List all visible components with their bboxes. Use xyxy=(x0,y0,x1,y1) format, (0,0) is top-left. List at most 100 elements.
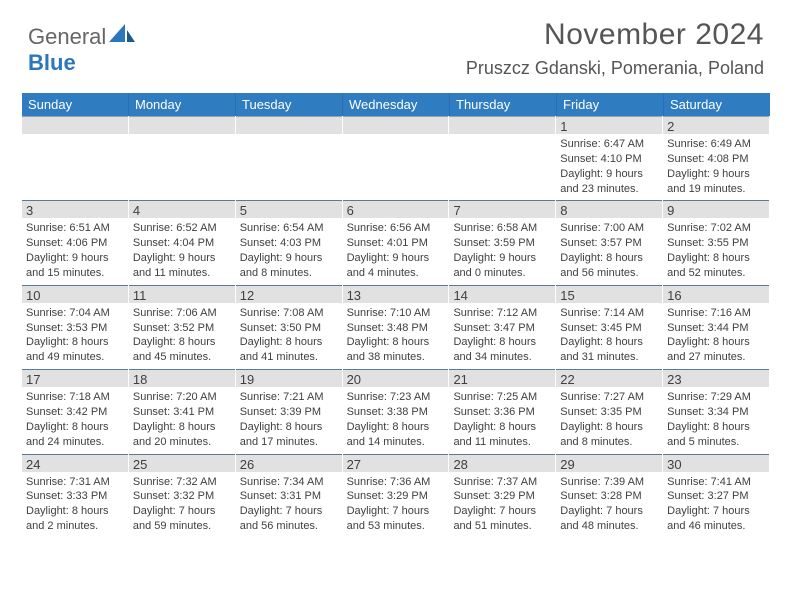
day-body: Sunrise: 7:37 AMSunset: 3:29 PMDaylight:… xyxy=(449,472,555,538)
day-cell: 27Sunrise: 7:36 AMSunset: 3:29 PMDayligh… xyxy=(343,454,450,538)
sunrise-text: Sunrise: 7:23 AM xyxy=(347,390,445,405)
daylight-line2: and 8 minutes. xyxy=(560,435,658,450)
sunset-text: Sunset: 4:06 PM xyxy=(26,236,124,251)
day-cell: 19Sunrise: 7:21 AMSunset: 3:39 PMDayligh… xyxy=(236,369,343,453)
day-number: 10 xyxy=(22,285,128,303)
daylight-line2: and 23 minutes. xyxy=(560,182,658,197)
week-row: 3Sunrise: 6:51 AMSunset: 4:06 PMDaylight… xyxy=(22,200,770,284)
sunrise-text: Sunrise: 7:14 AM xyxy=(560,306,658,321)
daylight-line1: Daylight: 9 hours xyxy=(560,167,658,182)
week-row: 17Sunrise: 7:18 AMSunset: 3:42 PMDayligh… xyxy=(22,369,770,453)
day-cell: 20Sunrise: 7:23 AMSunset: 3:38 PMDayligh… xyxy=(343,369,450,453)
sunrise-text: Sunrise: 7:16 AM xyxy=(667,306,765,321)
daylight-line1: Daylight: 8 hours xyxy=(453,420,551,435)
sunset-text: Sunset: 3:44 PM xyxy=(667,321,765,336)
daylight-line2: and 46 minutes. xyxy=(667,519,765,534)
header: General Blue November 2024 Pruszcz Gdans… xyxy=(0,0,792,83)
week-row: 1Sunrise: 6:47 AMSunset: 4:10 PMDaylight… xyxy=(22,116,770,200)
daylight-line1: Daylight: 8 hours xyxy=(347,335,445,350)
sunset-text: Sunset: 3:41 PM xyxy=(133,405,231,420)
day-body: Sunrise: 7:20 AMSunset: 3:41 PMDaylight:… xyxy=(129,387,235,453)
sunset-text: Sunset: 3:35 PM xyxy=(560,405,658,420)
sunrise-text: Sunrise: 7:32 AM xyxy=(133,475,231,490)
day-cell: 12Sunrise: 7:08 AMSunset: 3:50 PMDayligh… xyxy=(236,285,343,369)
daylight-line1: Daylight: 7 hours xyxy=(133,504,231,519)
dow-friday: Friday xyxy=(557,93,664,116)
sunset-text: Sunset: 3:53 PM xyxy=(26,321,124,336)
day-number xyxy=(449,116,555,134)
day-cell xyxy=(449,116,556,200)
daylight-line2: and 17 minutes. xyxy=(240,435,338,450)
logo-sail-icon xyxy=(109,24,135,50)
sunrise-text: Sunrise: 7:37 AM xyxy=(453,475,551,490)
sunrise-text: Sunrise: 7:27 AM xyxy=(560,390,658,405)
day-body: Sunrise: 7:29 AMSunset: 3:34 PMDaylight:… xyxy=(663,387,769,453)
daylight-line2: and 48 minutes. xyxy=(560,519,658,534)
day-cell: 23Sunrise: 7:29 AMSunset: 3:34 PMDayligh… xyxy=(663,369,770,453)
day-cell: 18Sunrise: 7:20 AMSunset: 3:41 PMDayligh… xyxy=(129,369,236,453)
day-number: 26 xyxy=(236,454,342,472)
day-number: 21 xyxy=(449,369,555,387)
sunset-text: Sunset: 3:33 PM xyxy=(26,489,124,504)
sunset-text: Sunset: 3:39 PM xyxy=(240,405,338,420)
day-cell: 6Sunrise: 6:56 AMSunset: 4:01 PMDaylight… xyxy=(343,200,450,284)
sunset-text: Sunset: 3:38 PM xyxy=(347,405,445,420)
daylight-line1: Daylight: 7 hours xyxy=(453,504,551,519)
daylight-line1: Daylight: 8 hours xyxy=(560,335,658,350)
sunrise-text: Sunrise: 7:25 AM xyxy=(453,390,551,405)
day-body: Sunrise: 7:02 AMSunset: 3:55 PMDaylight:… xyxy=(663,218,769,284)
day-body: Sunrise: 7:18 AMSunset: 3:42 PMDaylight:… xyxy=(22,387,128,453)
title-block: November 2024 Pruszcz Gdanski, Pomerania… xyxy=(466,18,764,79)
sunrise-text: Sunrise: 6:47 AM xyxy=(560,137,658,152)
day-cell: 22Sunrise: 7:27 AMSunset: 3:35 PMDayligh… xyxy=(556,369,663,453)
day-body: Sunrise: 7:39 AMSunset: 3:28 PMDaylight:… xyxy=(556,472,662,538)
day-number: 19 xyxy=(236,369,342,387)
location-text: Pruszcz Gdanski, Pomerania, Poland xyxy=(466,58,764,79)
daylight-line1: Daylight: 8 hours xyxy=(667,251,765,266)
sunset-text: Sunset: 3:29 PM xyxy=(347,489,445,504)
daylight-line2: and 49 minutes. xyxy=(26,350,124,365)
daylight-line2: and 41 minutes. xyxy=(240,350,338,365)
day-number: 7 xyxy=(449,200,555,218)
day-number: 27 xyxy=(343,454,449,472)
daylight-line2: and 34 minutes. xyxy=(453,350,551,365)
day-body xyxy=(449,134,555,196)
sunrise-text: Sunrise: 7:02 AM xyxy=(667,221,765,236)
daylight-line2: and 31 minutes. xyxy=(560,350,658,365)
day-number: 11 xyxy=(129,285,235,303)
day-body: Sunrise: 7:34 AMSunset: 3:31 PMDaylight:… xyxy=(236,472,342,538)
sunrise-text: Sunrise: 7:41 AM xyxy=(667,475,765,490)
day-body xyxy=(22,134,128,196)
daylight-line2: and 20 minutes. xyxy=(133,435,231,450)
day-number: 15 xyxy=(556,285,662,303)
sunset-text: Sunset: 4:03 PM xyxy=(240,236,338,251)
sunset-text: Sunset: 4:08 PM xyxy=(667,152,765,167)
daylight-line2: and 45 minutes. xyxy=(133,350,231,365)
daylight-line1: Daylight: 8 hours xyxy=(240,420,338,435)
daylight-line1: Daylight: 8 hours xyxy=(667,335,765,350)
day-cell: 2Sunrise: 6:49 AMSunset: 4:08 PMDaylight… xyxy=(663,116,770,200)
day-body: Sunrise: 7:32 AMSunset: 3:32 PMDaylight:… xyxy=(129,472,235,538)
daylight-line2: and 15 minutes. xyxy=(26,266,124,281)
day-cell: 17Sunrise: 7:18 AMSunset: 3:42 PMDayligh… xyxy=(22,369,129,453)
daylight-line2: and 0 minutes. xyxy=(453,266,551,281)
day-number: 4 xyxy=(129,200,235,218)
day-number: 16 xyxy=(663,285,769,303)
week-row: 24Sunrise: 7:31 AMSunset: 3:33 PMDayligh… xyxy=(22,454,770,538)
sunrise-text: Sunrise: 7:29 AM xyxy=(667,390,765,405)
day-body: Sunrise: 6:49 AMSunset: 4:08 PMDaylight:… xyxy=(663,134,769,200)
daylight-line2: and 56 minutes. xyxy=(240,519,338,534)
day-number: 8 xyxy=(556,200,662,218)
day-cell xyxy=(22,116,129,200)
sunset-text: Sunset: 3:27 PM xyxy=(667,489,765,504)
sunrise-text: Sunrise: 6:56 AM xyxy=(347,221,445,236)
daylight-line2: and 4 minutes. xyxy=(347,266,445,281)
daylight-line1: Daylight: 8 hours xyxy=(453,335,551,350)
sunset-text: Sunset: 3:52 PM xyxy=(133,321,231,336)
daylight-line1: Daylight: 7 hours xyxy=(240,504,338,519)
week-row: 10Sunrise: 7:04 AMSunset: 3:53 PMDayligh… xyxy=(22,285,770,369)
day-body xyxy=(236,134,342,196)
day-body: Sunrise: 7:31 AMSunset: 3:33 PMDaylight:… xyxy=(22,472,128,538)
dow-tuesday: Tuesday xyxy=(236,93,343,116)
day-body xyxy=(343,134,449,196)
